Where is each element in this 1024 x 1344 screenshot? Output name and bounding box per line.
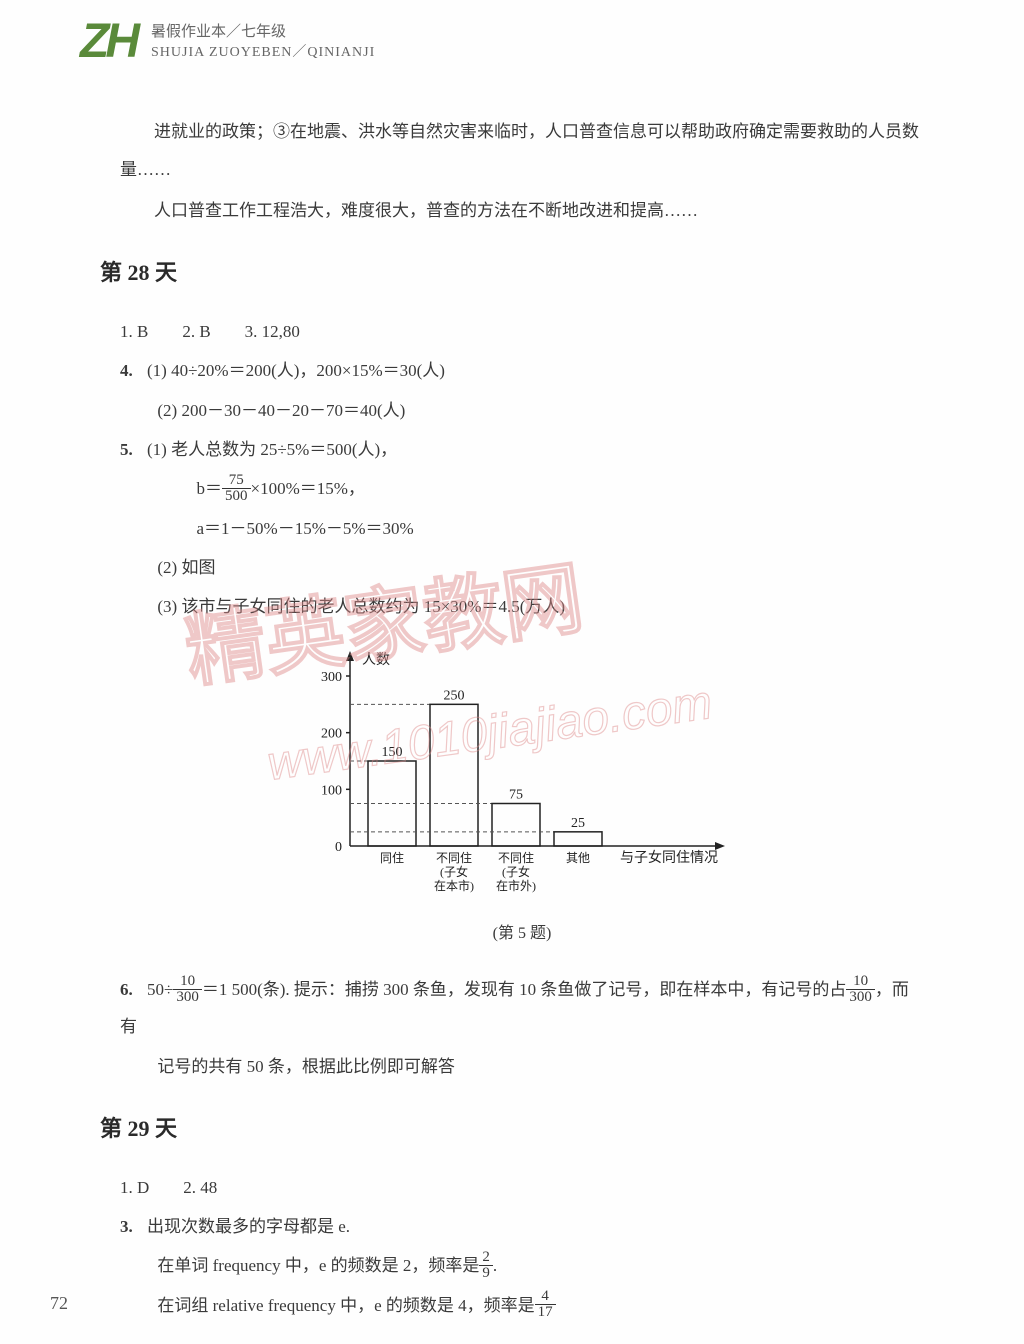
q3-2: 在单词 frequency 中，e 的频数是 2，频率是29. — [120, 1247, 924, 1284]
page-container: ZH 暑假作业本／七年级 SHUJIA ZUOYEBEN／QINIANJI 进就… — [0, 0, 1024, 1344]
q5-1: (1) 老人总数为 25÷5%＝500(人)， — [147, 440, 397, 459]
y-axis-label: 人数 — [362, 652, 390, 668]
svg-text:100: 100 — [321, 783, 342, 798]
page-header: ZH 暑假作业本／七年级 SHUJIA ZUOYEBEN／QINIANJI — [80, 20, 964, 63]
svg-text:300: 300 — [321, 670, 342, 685]
fraction: 29 — [479, 1250, 493, 1281]
svg-text:0: 0 — [335, 840, 342, 855]
svg-text:在市外): 在市外) — [496, 878, 536, 893]
q6-line2: 记号的共有 50 条，根据此比例即可解答 — [120, 1048, 924, 1085]
day28-q4: 4. (1) 40÷20%＝200(人)，200×15%＝30(人) — [120, 352, 924, 389]
fraction: 75500 — [222, 473, 251, 504]
svg-text:75: 75 — [509, 787, 523, 802]
svg-text:不同住: 不同住 — [498, 851, 534, 865]
day29-q1-2: 1. D 2. 48 — [120, 1169, 924, 1206]
q4-1: (1) 40÷20%＝200(人)，200×15%＝30(人) — [147, 361, 445, 380]
q4-2: (2) 200－30－40－20－70＝40(人) — [120, 392, 924, 429]
main-content: 进就业的政策；③在地震、洪水等自然灾害来临时，人口普查信息可以帮助政府确定需要救… — [80, 113, 964, 1324]
q3-3-pre: 在词组 relative frequency 中，e 的频数是 4，频率是 — [157, 1296, 534, 1315]
day29-q3: 3. 出现次数最多的字母都是 e. — [120, 1208, 924, 1245]
svg-text:在本市): 在本市) — [434, 878, 474, 893]
header-text: 暑假作业本／七年级 SHUJIA ZUOYEBEN／QINIANJI — [151, 20, 375, 63]
q5-b-post: ×100%＝15%， — [251, 479, 365, 498]
q5-b-pre: b＝ — [197, 479, 223, 498]
q3-1: 出现次数最多的字母都是 e. — [147, 1217, 350, 1236]
q3-2-pre: 在单词 frequency 中，e 的频数是 2，频率是 — [157, 1256, 479, 1275]
svg-text:200: 200 — [321, 727, 342, 742]
svg-text:其他: 其他 — [566, 851, 590, 865]
q5-label: 5. — [120, 440, 133, 459]
header-title-cn: 暑假作业本／七年级 — [151, 22, 375, 43]
chart-dynamic: 0100200300150同住250不同住(子女在本市)75不同住(子女在市外)… — [321, 670, 602, 893]
day28-q6: 6. 50÷10300＝1 500(条). 提示：捕捞 300 条鱼，发现有 1… — [120, 971, 924, 1046]
q3-label: 3. — [120, 1217, 133, 1236]
q5-2: (2) 如图 — [120, 549, 924, 586]
day-28-title: 第 28 天 — [100, 249, 924, 297]
svg-text:(子女: (子女 — [502, 864, 530, 879]
q5-a: a＝1－50%－15%－5%＝30% — [120, 510, 924, 547]
svg-text:(子女: (子女 — [440, 864, 468, 879]
page-number: 72 — [50, 1293, 68, 1314]
chart-caption: (第 5 题) — [120, 916, 924, 951]
svg-text:150: 150 — [382, 745, 403, 760]
fraction: 417 — [535, 1289, 556, 1320]
q6-mid: ＝1 500(条). 提示：捕捞 300 条鱼，发现有 10 条鱼做了记号，即在… — [202, 980, 847, 999]
q5-3: (3) 该市与子女同住的老人总数约为 15×30%＝4.5(万人) — [120, 588, 924, 625]
day28-q5: 5. (1) 老人总数为 25÷5%＝500(人)， — [120, 431, 924, 468]
intro-para-2: 人口普查工作工程浩大，难度很大，普查的方法在不断地改进和提高…… — [120, 192, 924, 229]
svg-text:不同住: 不同住 — [436, 851, 472, 865]
q3-2-post: . — [493, 1256, 497, 1275]
q5-b: b＝75500×100%＝15%， — [120, 470, 924, 507]
day28-q1-3: 1. B 2. B 3. 12,80 — [120, 313, 924, 350]
y-arrow-icon — [346, 651, 354, 661]
bar-chart-container: 0100200300150同住250不同住(子女在本市)75不同住(子女在市外)… — [300, 646, 924, 906]
intro-para-1: 进就业的政策；③在地震、洪水等自然灾害来临时，人口普查信息可以帮助政府确定需要救… — [120, 113, 924, 188]
x-axis-label: 与子女同住情况 — [620, 849, 718, 866]
day-29-title: 第 29 天 — [100, 1105, 924, 1153]
x-arrow-icon — [715, 842, 725, 850]
header-title-pinyin: SHUJIA ZUOYEBEN／QINIANJI — [151, 43, 375, 63]
logo: ZH — [80, 20, 136, 63]
q6-pre: 50÷ — [147, 980, 173, 999]
bar-chart: 0100200300150同住250不同住(子女在本市)75不同住(子女在市外)… — [300, 646, 740, 906]
svg-text:250: 250 — [444, 688, 465, 703]
fraction: 10300 — [846, 974, 875, 1005]
fraction: 10300 — [173, 974, 202, 1005]
q6-label: 6. — [120, 980, 133, 999]
q4-label: 4. — [120, 361, 133, 380]
q3-3: 在词组 relative frequency 中，e 的频数是 4，频率是417 — [120, 1287, 924, 1324]
svg-text:25: 25 — [571, 816, 585, 831]
svg-text:同住: 同住 — [380, 851, 404, 865]
